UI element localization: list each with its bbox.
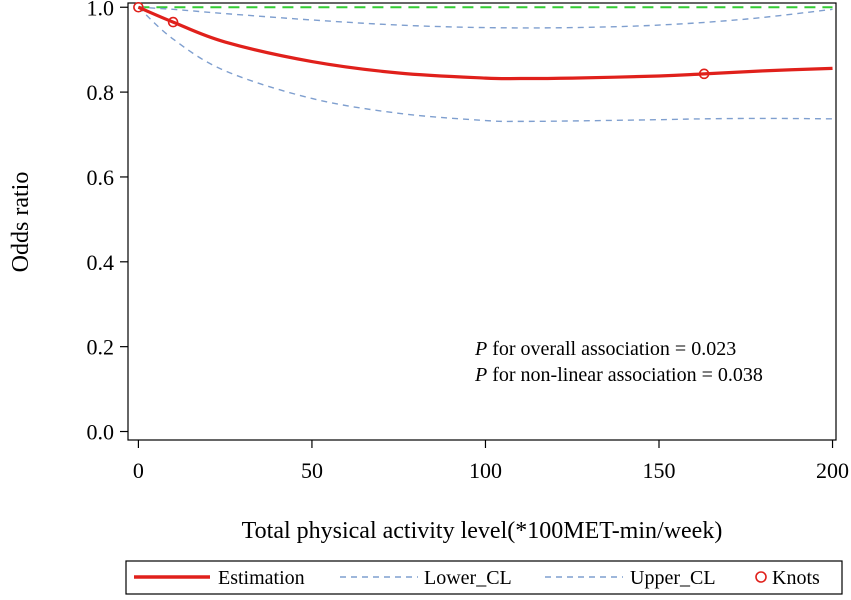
x-axis-label: Total physical activity level(*100MET-mi…: [242, 518, 723, 544]
legend: Estimation Lower_CL Upper_CL Knots: [125, 560, 843, 595]
legend-label-lower-cl: Lower_CL: [424, 567, 512, 589]
plot-area: [127, 2, 837, 441]
knot-marker: [133, 1, 144, 13]
knots-layer: [133, 1, 710, 80]
x-tick-label: 150: [643, 458, 676, 483]
x-tick-label: 200: [816, 458, 849, 483]
annotation-nonlinear-p: P: [474, 364, 487, 386]
annotation-overall: P for overall association = 0.023: [474, 338, 736, 360]
legend-swatch-knots: [755, 571, 767, 583]
y-axis-label: Odds ratio: [8, 172, 34, 273]
annotation-nonlinear: P for non-linear association = 0.038: [474, 364, 763, 386]
y-tick-label: 0.8: [87, 80, 115, 105]
knot-marker: [167, 16, 179, 28]
y-tick-label: 0.6: [87, 165, 115, 190]
series-estimation-line: [137, 5, 833, 81]
x-tick-label: 50: [301, 458, 323, 483]
x-tick-label: 100: [469, 458, 502, 483]
annotation-nonlinear-text: for non-linear association = 0.038: [487, 364, 763, 386]
legend-label-estimation: Estimation: [218, 567, 305, 589]
legend-label-knots: Knots: [772, 567, 820, 589]
series-layer: [137, 5, 833, 123]
series-upper-cl-line: [138, 6, 833, 29]
y-tick-label: 0.4: [87, 250, 115, 275]
y-tick-label: 0.0: [87, 420, 115, 445]
knot-marker: [698, 68, 710, 80]
axes: 0 50 100 150 200 0.0 0.2 0.4 0.6 0.8 1.0: [87, 0, 850, 483]
legend-label-upper-cl: Upper_CL: [630, 567, 716, 589]
series-lower-cl-line: [137, 6, 833, 123]
y-tick-label: 0.2: [87, 335, 115, 360]
annotation-overall-text: for overall association = 0.023: [487, 338, 736, 360]
y-tick-label: 1.0: [87, 0, 115, 20]
x-tick-label: 0: [133, 458, 144, 483]
annotation-overall-p: P: [474, 338, 487, 360]
legend-box: [125, 560, 843, 595]
